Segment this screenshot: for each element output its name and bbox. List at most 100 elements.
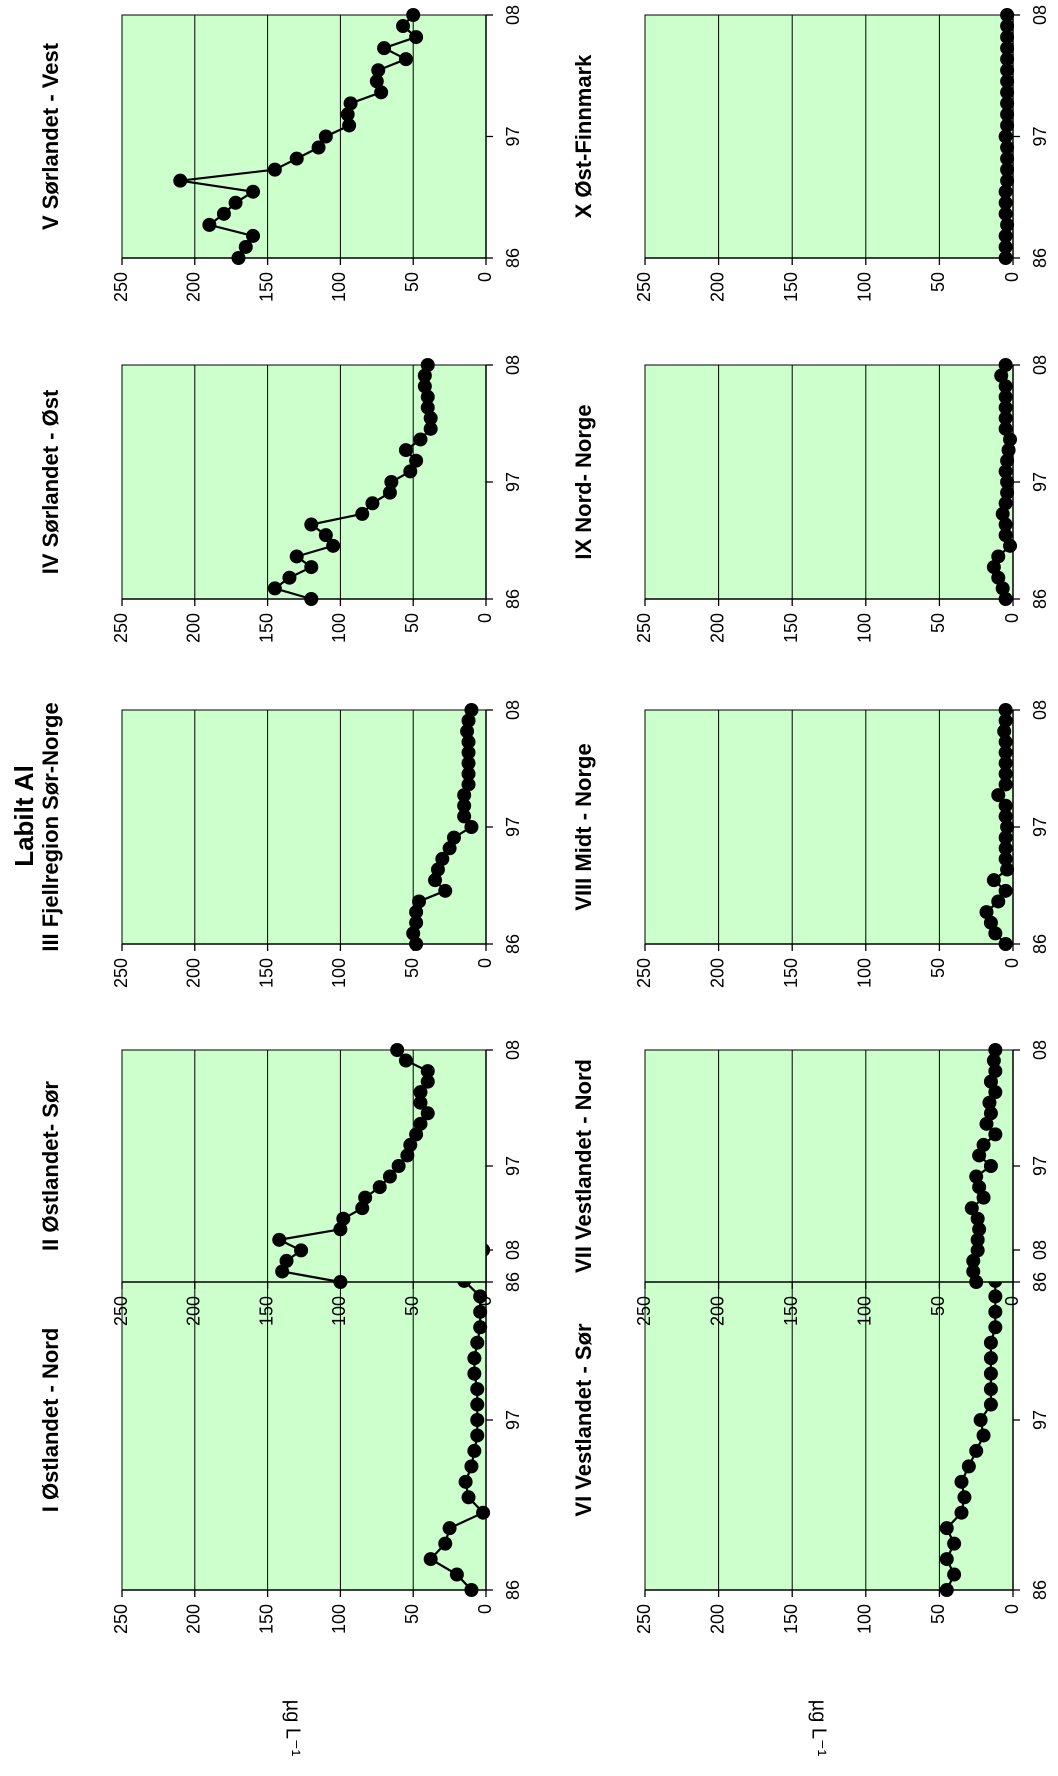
value-tick-label: 150: [781, 613, 801, 643]
data-point: [988, 1085, 1003, 1100]
data-point: [998, 129, 1013, 144]
data-point: [396, 19, 411, 34]
value-tick-label: 100: [855, 958, 875, 988]
data-point: [476, 1505, 491, 1520]
data-point: [371, 63, 386, 78]
value-tick-label: 200: [707, 272, 727, 302]
data-point: [939, 1521, 954, 1536]
value-tick-label: 50: [402, 1296, 422, 1316]
data-point: [333, 1275, 348, 1289]
data-point: [246, 184, 261, 199]
data-point: [470, 1413, 485, 1427]
data-point: [457, 798, 472, 813]
data-point: [409, 453, 424, 468]
data-point: [998, 400, 1013, 415]
value-tick-label: 250: [111, 613, 131, 643]
value-tick-label: 50: [402, 272, 422, 292]
data-point: [374, 85, 389, 100]
data-point: [979, 1116, 994, 1131]
data-point: [304, 517, 319, 532]
data-point: [464, 703, 479, 717]
value-tick-label: 150: [781, 272, 801, 302]
data-point: [998, 734, 1013, 749]
data-point: [403, 464, 418, 479]
data-point: [470, 1335, 485, 1350]
data-point: [1000, 74, 1015, 89]
panel-6: 0 50 100 150 200 250 86 97 08 VI Vestlandet - Sør: [571, 1240, 1050, 1634]
year-tick-label: 86: [1030, 1580, 1050, 1600]
value-tick-label: 200: [184, 1296, 204, 1326]
data-point: [1000, 8, 1015, 22]
value-tick-label: 100: [329, 613, 349, 643]
value-tick-label: 0: [1002, 613, 1022, 623]
value-tick-label: 100: [855, 272, 875, 302]
data-point: [340, 107, 355, 122]
data-point: [1003, 538, 1018, 553]
data-point: [998, 421, 1013, 436]
panel-2: 0 50 100 150 200 250 86 97 08 II Østlandet- Sør: [38, 1040, 523, 1326]
data-point: [1003, 432, 1018, 447]
data-point: [460, 724, 475, 739]
value-tick-label: 150: [781, 958, 801, 988]
data-point: [238, 239, 253, 254]
data-point: [246, 228, 261, 243]
value-tick-label: 50: [928, 1296, 948, 1316]
value-tick-label: 150: [256, 958, 276, 988]
value-tick-label: 100: [855, 1604, 875, 1634]
data-point: [998, 798, 1013, 813]
panel-title: X Øst-Finnmark: [571, 54, 596, 219]
data-point: [983, 1335, 998, 1350]
data-point: [1000, 30, 1015, 45]
data-point: [1000, 217, 1015, 232]
value-tick-label: 50: [402, 1604, 422, 1624]
year-tick-label: 08: [1030, 1040, 1050, 1060]
panel-title: V Sørlandet - Vest: [38, 42, 63, 230]
value-tick-label: 0: [475, 272, 495, 282]
data-point: [343, 96, 358, 111]
data-point: [202, 217, 217, 232]
data-point: [438, 1536, 453, 1551]
data-point: [998, 830, 1013, 845]
panel-5: 0 50 100 150 200 250 86 97 08 V Sørlandet - Vest: [38, 5, 523, 302]
data-point: [294, 1243, 309, 1258]
data-point: [998, 766, 1013, 781]
data-point: [282, 570, 297, 585]
data-point: [318, 129, 333, 144]
y-axis-label: µg L⁻¹: [282, 1700, 304, 1757]
value-tick-label: 250: [634, 613, 654, 643]
year-tick-label: 86: [503, 248, 523, 268]
data-point: [991, 894, 1006, 909]
data-point: [1000, 52, 1015, 67]
data-point: [267, 162, 282, 177]
data-point: [976, 1190, 991, 1205]
value-tick-label: 0: [475, 1296, 495, 1306]
data-point: [228, 195, 243, 210]
data-point: [969, 1169, 984, 1184]
value-tick-label: 250: [634, 1296, 654, 1326]
data-point: [289, 151, 304, 166]
data-point: [355, 1201, 370, 1216]
data-point: [988, 1289, 1003, 1304]
data-point: [355, 506, 370, 521]
data-point: [413, 432, 428, 447]
panel-7: 0 50 100 150 200 250 86 97 08 VII Vestlandet - No…: [571, 1040, 1050, 1326]
data-point: [998, 851, 1013, 866]
value-tick-label: 200: [707, 958, 727, 988]
data-point: [304, 560, 319, 575]
year-tick-label: 97: [503, 817, 523, 837]
year-tick-label: 97: [1030, 472, 1050, 492]
value-tick-label: 250: [634, 272, 654, 302]
data-point: [970, 1243, 985, 1258]
data-point: [966, 1253, 981, 1268]
data-point: [983, 1382, 998, 1397]
data-point: [966, 1264, 981, 1279]
data-point: [1000, 41, 1015, 56]
value-tick-label: 0: [475, 613, 495, 623]
plot-area: [644, 1249, 1014, 1591]
data-point: [998, 937, 1013, 951]
data-point: [384, 475, 399, 489]
data-point: [382, 485, 397, 500]
data-point: [342, 118, 357, 133]
data-point: [983, 1397, 998, 1412]
data-point: [998, 703, 1013, 717]
